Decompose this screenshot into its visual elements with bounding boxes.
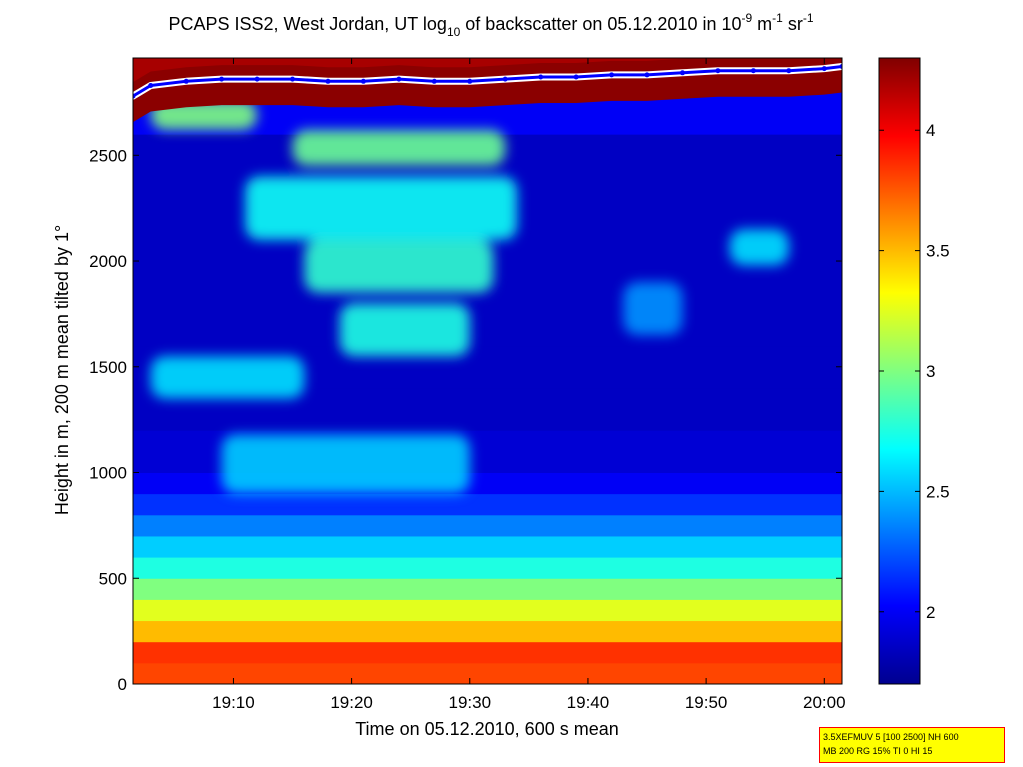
colorbar-tick-label: 3.5 <box>926 242 950 261</box>
x-axis: 19:10 19:20 19:30 19:40 19:50 20:00 <box>212 58 846 712</box>
x-tick-label: 20:00 <box>803 693 846 712</box>
cloud-base-point <box>839 64 842 69</box>
colorbar-ticks: 2 2.5 3 3.5 4 <box>879 121 950 622</box>
cloud-base-point <box>133 93 136 99</box>
height-band <box>133 662 842 684</box>
aerosol-layer <box>623 282 683 336</box>
y-tick-label: 2500 <box>89 146 127 165</box>
colorbar-tick-label: 2.5 <box>926 482 950 501</box>
colorbar <box>878 57 921 685</box>
height-band <box>133 514 842 537</box>
cloud-base-point <box>573 74 579 80</box>
x-tick-label: 19:30 <box>449 693 492 712</box>
colorbar-tick-label: 4 <box>926 121 935 140</box>
height-band <box>133 493 842 516</box>
plot-area <box>133 58 842 684</box>
aerosol-layer <box>292 129 506 166</box>
cloud-base-point <box>325 78 331 84</box>
cloud-base-point <box>396 76 402 82</box>
aerosol-layer <box>150 356 305 399</box>
cloud-base-line <box>133 63 842 100</box>
y-axis: 0 500 1000 1500 2000 2500 <box>89 146 842 694</box>
aerosol-layer <box>304 239 494 293</box>
cloud-base-point <box>715 68 721 74</box>
aerosol-layer <box>339 303 470 357</box>
cloud-base-point <box>502 76 508 82</box>
height-band <box>133 641 842 664</box>
y-tick-label: 0 <box>118 675 127 694</box>
cloud-base-point <box>644 72 650 78</box>
chart-title: PCAPS ISS2, West Jordan, UT log10 of bac… <box>168 11 813 39</box>
cloud-base-point <box>360 78 366 84</box>
cloud-base-point <box>148 83 154 88</box>
cloud-base-point <box>183 78 189 84</box>
aerosol-layer <box>729 229 789 266</box>
cloud-base-point <box>821 66 827 72</box>
cloud-base-point <box>786 68 792 74</box>
colorbar-tick-label: 2 <box>926 603 935 622</box>
height-band <box>133 303 842 347</box>
y-tick-label: 2000 <box>89 252 127 271</box>
x-tick-label: 19:50 <box>685 693 728 712</box>
aerosol-layer <box>221 434 470 494</box>
cloud-base-point <box>609 72 615 78</box>
colorbar-tick-label: 3 <box>926 362 935 381</box>
x-tick-label: 19:10 <box>212 693 255 712</box>
cloud-base-trace <box>133 65 842 98</box>
cloud-base-point <box>680 70 685 76</box>
cloud-base-point <box>219 76 225 82</box>
cloud-base-point <box>431 78 437 84</box>
height-band <box>133 620 842 643</box>
y-tick-label: 1500 <box>89 358 127 377</box>
x-tick-label: 19:40 <box>567 693 610 712</box>
height-band <box>133 578 842 600</box>
cloud-base-point <box>750 68 756 74</box>
y-tick-label: 500 <box>99 569 127 588</box>
height-band <box>133 557 842 579</box>
cloud-base-point <box>467 78 473 84</box>
y-axis-label: Height in m, 200 m mean tilted by 1° <box>52 225 72 515</box>
plot-frame <box>132 57 843 685</box>
cloud-base-point <box>254 76 260 82</box>
cloud-base-point <box>538 74 544 80</box>
height-band <box>133 535 842 558</box>
height-band <box>133 599 842 622</box>
info-line-2: MB 200 RG 15% TI 0 HI 15 <box>823 746 933 756</box>
y-tick-label: 1000 <box>89 464 127 483</box>
aerosol-layer <box>245 176 518 240</box>
x-axis-label: Time on 05.12.2010, 600 s mean <box>355 719 619 739</box>
aerosol-layers <box>150 100 789 494</box>
cloud-base-point <box>290 76 295 82</box>
info-line-1: 3.5XEFMUV 5 [100 2500] NH 600 <box>823 732 959 742</box>
x-tick-label: 19:20 <box>330 693 373 712</box>
processing-info-box: 3.5XEFMUV 5 [100 2500] NH 600 MB 200 RG … <box>819 727 1005 763</box>
